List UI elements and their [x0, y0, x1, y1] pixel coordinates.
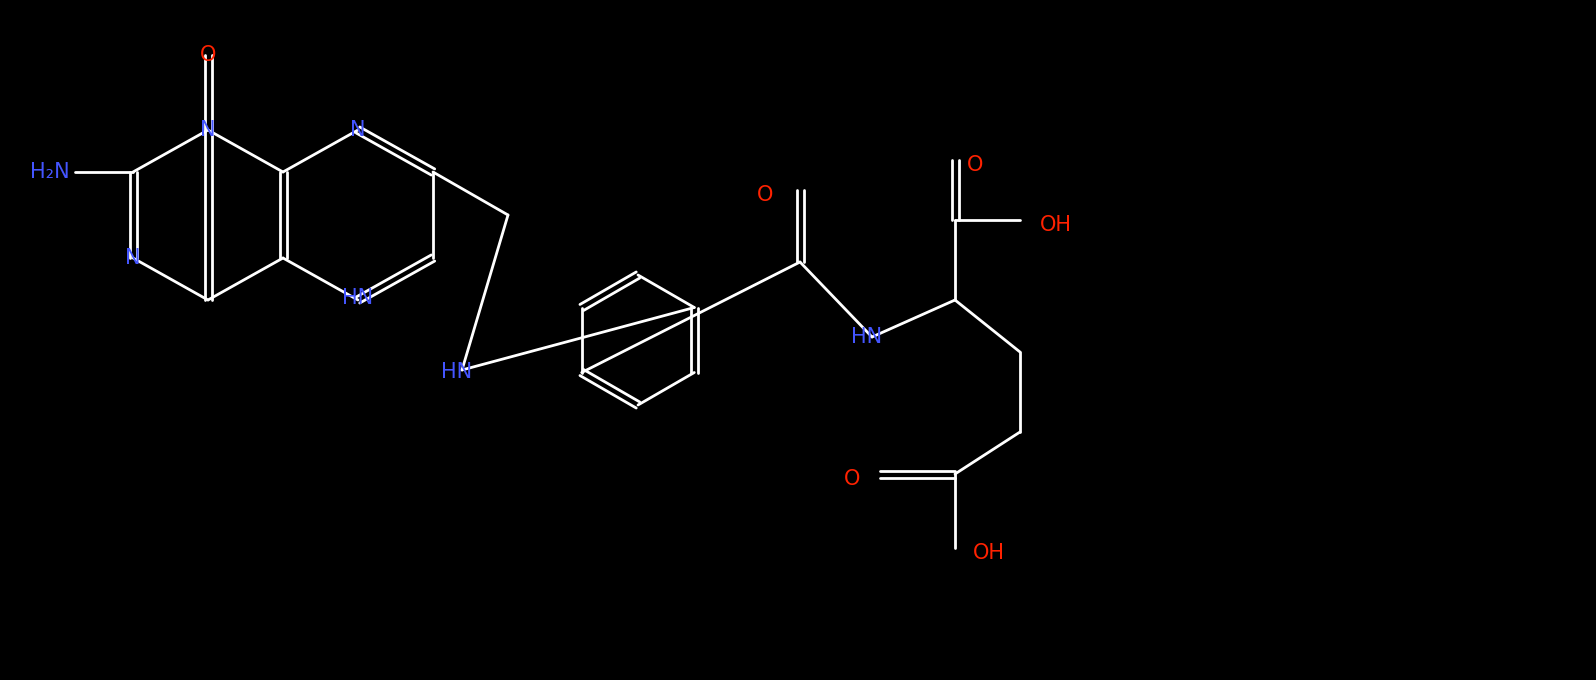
Text: O: O	[757, 185, 772, 205]
Text: O: O	[967, 155, 983, 175]
Text: HN: HN	[442, 362, 472, 382]
Text: HN: HN	[343, 288, 373, 308]
Text: N: N	[200, 120, 215, 140]
Text: HN: HN	[851, 327, 883, 347]
Text: H₂N: H₂N	[30, 162, 70, 182]
Text: N: N	[124, 248, 140, 268]
Text: OH: OH	[1041, 215, 1073, 235]
Text: OH: OH	[974, 543, 1005, 563]
Text: N: N	[350, 120, 365, 140]
Text: O: O	[844, 469, 860, 489]
Text: O: O	[200, 45, 215, 65]
